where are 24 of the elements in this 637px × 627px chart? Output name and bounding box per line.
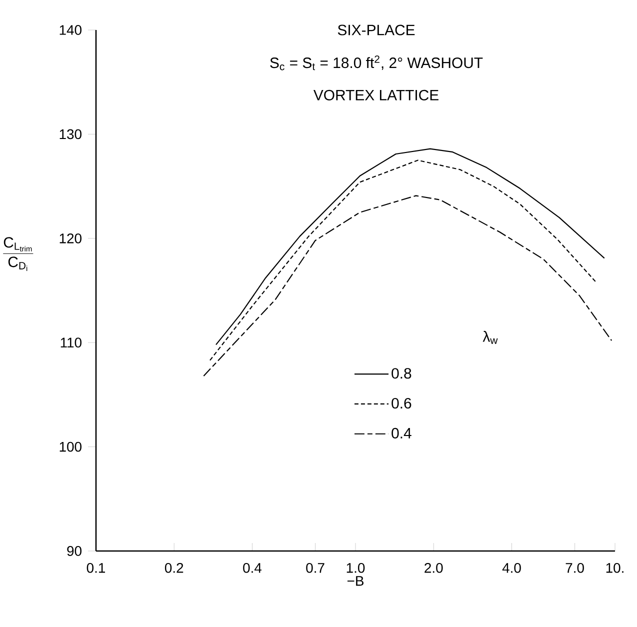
y-tick-label: 120: [60, 233, 82, 244]
text: S$_{c}$ = S$_{t}$ = 18.0 ft$^{2}$, 2° WASHOUT: [270, 55, 483, 70]
y-tick-label: 110: [60, 338, 82, 348]
x-tick-label: 2.0: [424, 562, 443, 573]
y-axis-title: $\frac{\mathrm{C}_{\mathrm{L}_{\mathrm{trim}}}}{\mathrm{C}_{\mathrm{D}_{\mathrm{i}}}}$: [3, 237, 34, 271]
y-tick-label: 100: [60, 442, 82, 452]
chart-title: SIX-PLACE: [338, 24, 415, 36]
legend-title: λ$_{w}$: [482, 330, 498, 344]
x-tick-label: 0.4: [243, 562, 262, 573]
x-tick-label: 4.0: [502, 562, 521, 573]
legend-label: 0.6: [392, 398, 412, 409]
x-tick-label: 0.2: [164, 562, 184, 573]
y-tick-label: 140: [60, 25, 82, 35]
legend-label: 0.8: [392, 368, 412, 379]
x-axis-title: −B: [347, 576, 364, 586]
legend-label: 0.4: [392, 428, 412, 438]
x-tick-label: 0.1: [86, 562, 106, 573]
x-tick-label: 7.0: [566, 562, 584, 573]
x-tick-label: 0.7: [306, 562, 324, 573]
y-tick-label: 90: [67, 546, 82, 556]
x-tick-label: 10.: [606, 562, 624, 573]
annotation: VORTEX LATTICE: [313, 90, 438, 100]
y-tick-label: 130: [60, 129, 82, 140]
x-tick-label: 1.0: [346, 562, 365, 573]
